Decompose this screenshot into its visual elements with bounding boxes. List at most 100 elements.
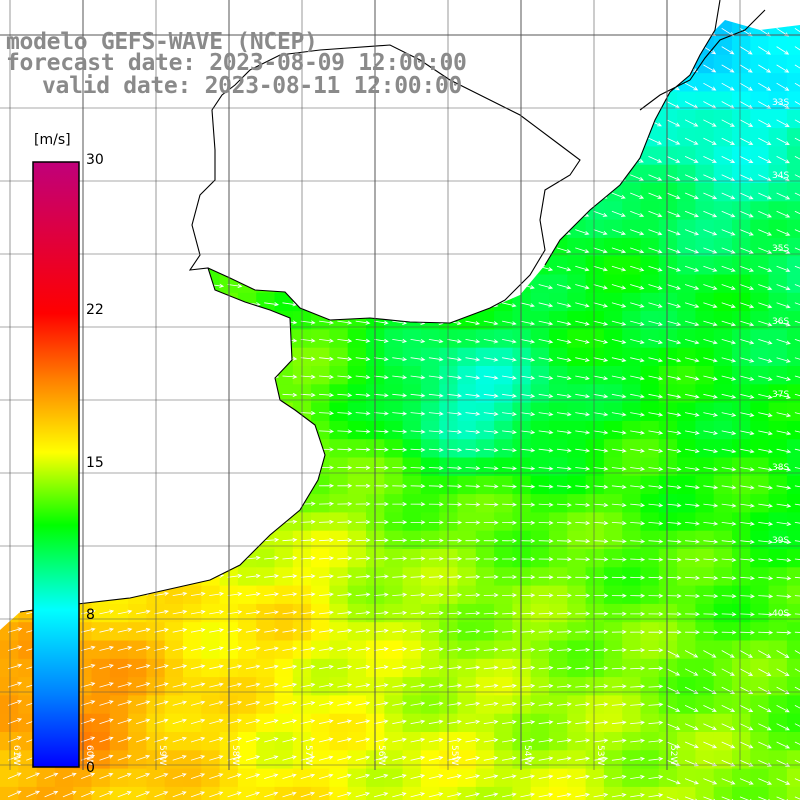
wind-cell (732, 201, 751, 221)
wind-cell (347, 402, 367, 422)
wind-arrow (154, 664, 169, 670)
wind-cell (567, 402, 587, 422)
wind-arrow (502, 429, 517, 435)
wind-arrow (373, 647, 389, 652)
wind-cell (622, 658, 642, 678)
wind-cell (713, 219, 733, 239)
wind-cell (439, 402, 459, 422)
wind-arrow (630, 648, 646, 653)
wind-arrow (209, 718, 224, 725)
wind-arrow (520, 357, 536, 362)
wind-cell (695, 146, 715, 166)
wind-arrow (44, 790, 59, 798)
wind-cell (439, 329, 459, 349)
wind-arrow (7, 772, 22, 779)
wind-cell (695, 329, 715, 349)
wind-cell (695, 768, 715, 788)
wind-cell (457, 512, 477, 532)
wind-cell (768, 183, 788, 202)
wind-arrow (337, 501, 353, 506)
wind-arrow (611, 557, 627, 562)
wind-arrow (721, 247, 736, 254)
wind-cell (658, 585, 678, 605)
wind-cell (494, 658, 513, 678)
wind-cell (549, 786, 568, 800)
wind-arrow (630, 284, 645, 290)
wind-cell (786, 622, 800, 642)
wind-cell (567, 786, 587, 800)
wind-arrow (794, 101, 800, 109)
wind-cell (567, 658, 587, 678)
wind-arrow (392, 719, 407, 725)
wind-arrow (337, 393, 353, 398)
wind-cell (677, 146, 696, 166)
wind-arrow (776, 339, 791, 345)
wind-arrow (648, 793, 664, 798)
wind-arrow (355, 701, 371, 706)
wind-cell (530, 420, 550, 440)
wind-arrow (319, 683, 334, 688)
wind-arrow (703, 723, 717, 730)
wind-arrow (758, 320, 773, 327)
wind-cell (786, 786, 800, 800)
wind-arrow (282, 592, 298, 597)
wind-arrow (794, 796, 800, 800)
wind-arrow (520, 538, 536, 544)
wind-cell (658, 677, 678, 696)
wind-cell (512, 311, 532, 330)
wind-cell (494, 420, 513, 440)
wind-arrow (758, 686, 772, 695)
valid-date: valid date: 2023-08-11 12:00:00 (42, 73, 462, 99)
wind-arrow (776, 229, 791, 236)
wind-arrow (300, 592, 316, 597)
wind-arrow (776, 320, 791, 327)
wind-arrow (300, 610, 316, 615)
wind-cell (622, 786, 642, 800)
wind-cell (677, 549, 696, 568)
wind-arrow (721, 229, 736, 236)
wind-cell (640, 201, 660, 221)
wind-arrow (666, 119, 681, 127)
wind-arrow (648, 284, 663, 290)
wind-arrow (373, 447, 389, 452)
wind-arrow (794, 64, 800, 73)
wind-cell (750, 274, 770, 294)
wind-arrow (721, 778, 736, 785)
lat-label: 36S (772, 317, 789, 327)
wind-cell (622, 549, 642, 568)
wind-arrow (575, 611, 591, 616)
wind-arrow (575, 647, 591, 653)
wind-cell (695, 677, 715, 696)
wind-cell (768, 732, 788, 751)
wind-arrow (721, 174, 736, 181)
wind-cell (786, 439, 800, 459)
wind-arrow (721, 503, 737, 508)
wind-arrow (648, 156, 663, 163)
wind-cell (512, 329, 532, 349)
wind-arrow (465, 647, 481, 652)
wind-arrow (685, 575, 701, 580)
wind-arrow (245, 755, 261, 761)
wind-cell (512, 585, 532, 605)
wind-cell (585, 603, 605, 623)
wind-arrow (739, 705, 754, 712)
wind-arrow (282, 701, 298, 706)
wind-cell (475, 530, 495, 550)
wind-cell (585, 384, 605, 404)
wind-cell (530, 274, 550, 294)
wind-cell (786, 237, 800, 257)
wind-arrow (666, 393, 682, 399)
wind-cell (402, 786, 422, 800)
forecast-date: forecast date: 2023-08-09 12:00:00 (6, 50, 467, 76)
wind-cell (567, 494, 587, 513)
wind-arrow (739, 668, 754, 676)
wind-arrow (739, 612, 755, 617)
wind-arrow (630, 684, 646, 689)
wind-arrow (483, 574, 499, 580)
wind-arrow (556, 357, 572, 362)
wind-arrow (447, 411, 463, 416)
wind-arrow (154, 791, 169, 798)
wind-cell (512, 475, 532, 495)
wind-cell (292, 786, 312, 800)
wind-cell (439, 567, 459, 587)
